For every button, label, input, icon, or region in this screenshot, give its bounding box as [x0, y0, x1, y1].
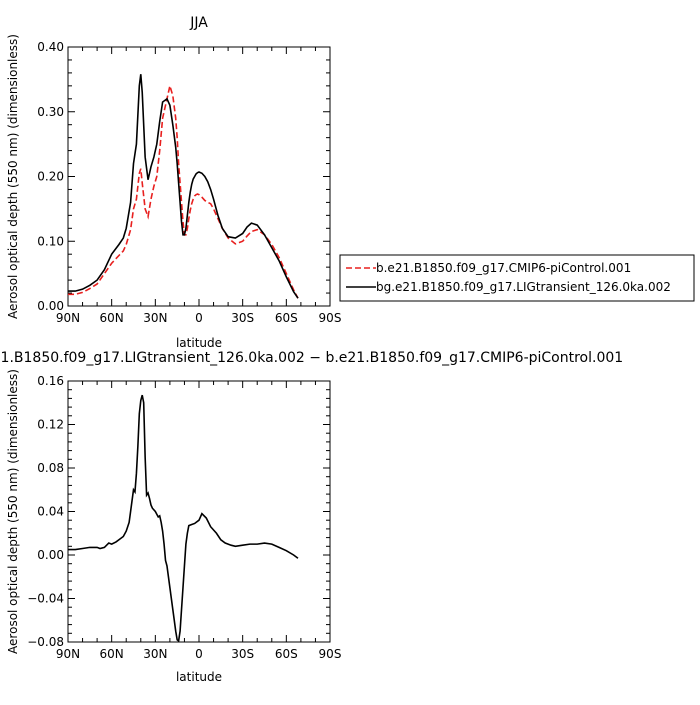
x-tick-label: 0 [195, 647, 203, 661]
x-tick-label: 60N [100, 647, 124, 661]
x-tick-label: 0 [195, 311, 203, 325]
y-tick-label: 0.16 [37, 374, 64, 388]
series-line-2 [68, 74, 299, 299]
legend: b.e21.B1850.f09_g17.CMIP6-piControl.001b… [339, 254, 695, 302]
y-tick-label: 0.30 [37, 105, 64, 119]
x-tick-label: 30N [143, 311, 167, 325]
x-tick-label: 90S [319, 311, 342, 325]
chart-title: JJA [189, 15, 208, 31]
x-tick-label: 90N [56, 311, 80, 325]
series-line-1 [68, 394, 299, 642]
chart-panel-1: JJA 90N 60N 30N 0 30S 60S 90S 0.00 0.10 0.20 0.30 0.… [6, 15, 695, 350]
legend-entry-2: bg.e21.B1850.f09_g17.LIGtransient_126.0k… [376, 280, 671, 294]
x-tick-label: 60N [100, 311, 124, 325]
x-axis-label: latitude [176, 336, 222, 350]
y-tick-label: 0.00 [37, 548, 64, 562]
x-axis-label: latitude [176, 670, 222, 684]
x-tick-label: 30S [231, 647, 254, 661]
legend-box [339, 254, 695, 302]
y-tick-label: 0.20 [37, 170, 64, 184]
y-tick-label: −0.04 [27, 592, 64, 606]
y-tick-label: 0.00 [37, 299, 64, 313]
x-tick-label: 90S [319, 647, 342, 661]
y-tick-label: 0.10 [37, 234, 64, 248]
x-tick-label: 30S [231, 311, 254, 325]
y-tick-label: 0.04 [37, 505, 64, 519]
x-tick-label: 60S [275, 311, 298, 325]
y-tick-label: −0.08 [27, 635, 64, 649]
x-tick-label: 90N [56, 647, 80, 661]
plot-frame [67, 380, 331, 643]
series-line-1 [68, 82, 299, 299]
x-tick-label: 60S [275, 647, 298, 661]
y-tick-label: 0.08 [37, 461, 64, 475]
y-tick-label: 0.40 [37, 40, 64, 54]
y-axis-label: Aerosol optical depth (550 nm) (dimensio… [6, 369, 20, 654]
x-tick-label: 30N [143, 647, 167, 661]
chart-panel-2: bg.e21.B1850.f09_g17.LIGtransient_126.0k… [0, 350, 623, 684]
chart-title: bg.e21.B1850.f09_g17.LIGtransient_126.0k… [0, 350, 623, 366]
plot-frame [67, 46, 331, 307]
y-axis-label: Aerosol optical depth (550 nm) (dimensio… [6, 34, 20, 319]
legend-entry-1: b.e21.B1850.f09_g17.CMIP6-piControl.001 [376, 261, 631, 275]
y-tick-label: 0.12 [37, 418, 64, 432]
